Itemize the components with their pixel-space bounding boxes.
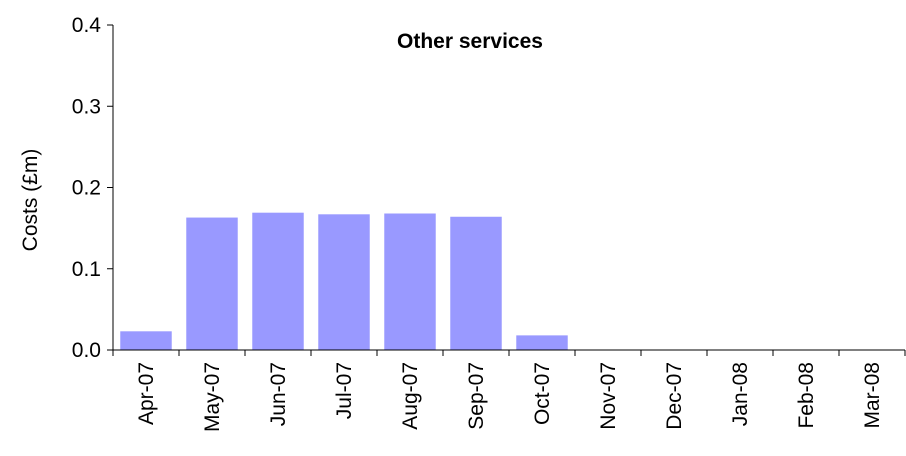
x-tick-label: Sep-07 — [465, 362, 488, 430]
x-tick-label: Jan-08 — [729, 362, 752, 426]
y-tick-label: 0.3 — [72, 95, 101, 118]
x-tick-label: Apr-07 — [135, 362, 158, 425]
x-tick-label: Aug-07 — [399, 362, 422, 430]
x-tick-label: Jun-07 — [267, 362, 290, 426]
y-tick-label: 0.0 — [72, 339, 101, 362]
plot-area: 0.0 0.1 0.2 0.3 0.4 Apr-07 May-07 Jun-07 Jul-07 A… — [72, 14, 906, 432]
bar-oct-07 — [516, 335, 568, 350]
y-tick-label: 0.1 — [72, 258, 101, 281]
bar-apr-07 — [120, 331, 172, 350]
x-tick-label: May-07 — [201, 362, 224, 432]
x-tick-label: Oct-07 — [531, 362, 554, 425]
x-tick-label: Mar-08 — [861, 362, 884, 429]
chart-title: Other services — [397, 30, 543, 53]
y-axis-title: Costs (£m) — [19, 149, 42, 252]
x-tick-label: Feb-08 — [795, 362, 818, 429]
x-tick-label: Dec-07 — [663, 362, 686, 430]
x-tick-label: Jul-07 — [333, 362, 356, 419]
y-tick-label: 0.4 — [72, 14, 102, 37]
bar-jun-07 — [252, 212, 304, 350]
bar-may-07 — [186, 217, 238, 350]
bar-jul-07 — [318, 214, 370, 350]
x-tick-label: Nov-07 — [597, 362, 620, 430]
bar-aug-07 — [384, 213, 436, 350]
y-tick-label: 0.2 — [72, 177, 101, 200]
bar-sep-07 — [450, 216, 502, 350]
